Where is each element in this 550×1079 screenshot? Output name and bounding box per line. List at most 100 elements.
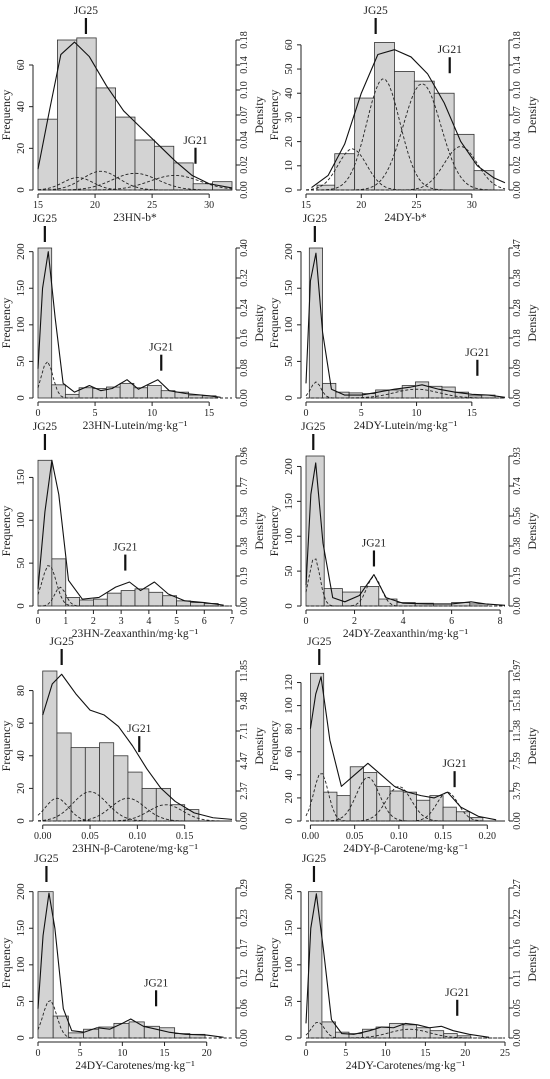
x-tick-label: 2 <box>91 616 96 627</box>
y2-tick-label: 7.59 <box>512 752 523 770</box>
mixture-component-curve <box>306 83 505 191</box>
histogram-panel-2: 0 10 20 30 40 50 60 Frequency 0.00 0.02 0.04 0.07 0.… <box>267 5 539 224</box>
y-tick-label: 100 <box>283 697 295 714</box>
histogram-bar <box>192 183 213 191</box>
mixture-component-curve <box>306 388 506 399</box>
y-tick-label: 50 <box>283 355 295 367</box>
histogram-bar <box>51 558 67 607</box>
x-tick-label: 5 <box>93 408 98 419</box>
y-tick-label: 100 <box>283 956 295 973</box>
x-tick-label: 6 <box>202 616 207 627</box>
histogram-bar <box>307 891 323 1039</box>
y-tick-label: 50 <box>283 63 295 75</box>
y-tick-label: 200 <box>283 458 295 475</box>
histogram-bar <box>64 393 80 399</box>
density-curve <box>305 462 506 606</box>
histogram-bar <box>83 1028 100 1039</box>
y2-tick-label: 0.47 <box>512 239 523 257</box>
x-axis-title: 24DY-b* <box>384 212 426 224</box>
y2-tick-label: 0.38 <box>512 269 523 287</box>
y2-tick-label: 0.07 <box>239 106 250 124</box>
histogram-bar <box>37 247 53 399</box>
y-tick-label: 50 <box>15 355 27 367</box>
histogram-bar <box>402 791 417 822</box>
x-tick-label: 7 <box>230 616 235 627</box>
y2-tick-label: 0.04 <box>512 131 523 149</box>
y-axis-title: Frequency <box>267 938 281 989</box>
y2-tick-label: 0.16 <box>239 329 250 347</box>
y2-tick-label: 0.38 <box>239 537 250 555</box>
y-tick-label: 60 <box>15 59 27 71</box>
y2-axis-title: Density <box>525 944 539 981</box>
histogram-bar <box>349 766 364 822</box>
histogram-panel-10: 050100150200Frequency0.000.050.110.160.2… <box>267 853 539 1072</box>
histogram-bar <box>334 153 356 191</box>
histogram-bar <box>106 592 122 607</box>
mixture-component-curve <box>38 804 233 822</box>
mixture-component-curve <box>37 586 232 607</box>
mixture-component-curve <box>37 360 232 399</box>
y2-tick-label: 0.10 <box>239 81 250 99</box>
y2-tick-label: 0.19 <box>239 567 250 585</box>
y2-tick-label: 0.29 <box>239 879 250 897</box>
y2-tick-label: 0.00 <box>239 597 250 615</box>
mixture-component-curve <box>38 174 233 191</box>
y-tick-label: 100 <box>15 956 27 973</box>
y-tick-label: 200 <box>283 883 295 900</box>
histogram-panel-8: 0 20 40 60 80 100 120 Frequency 0.00 3.79 7.59 11.3… <box>267 636 539 855</box>
x-tick-label: 0.20 <box>479 831 497 842</box>
x-tick-label: 2 <box>352 616 357 627</box>
y2-tick-label: 0.06 <box>239 999 250 1017</box>
mixture-component-curve <box>306 791 505 822</box>
y-tick-label: 20 <box>15 142 27 154</box>
x-tick-label: 5 <box>343 1048 348 1059</box>
histogram-bar <box>335 1031 350 1039</box>
y2-tick-label: 0.16 <box>512 939 523 957</box>
histogram-bar <box>76 37 97 191</box>
y2-tick-label: 0.00 <box>239 181 250 199</box>
y2-tick-label: 0.05 <box>512 999 523 1017</box>
y-tick-label: 0 <box>283 603 295 609</box>
mixture-component-curve <box>305 78 505 191</box>
y2-tick-label: 0.93 <box>512 447 523 465</box>
y2-axis-title: Density <box>252 512 266 549</box>
y-tick-label: 0 <box>15 818 27 824</box>
x-tick-label: 25 <box>147 200 157 211</box>
y-tick-label: 40 <box>283 769 295 781</box>
marker-label: JG25 <box>303 213 328 225</box>
histogram-panel-3: 050100150200Frequency0.000.080.160.240.3… <box>0 213 266 432</box>
y2-axis-title: Density <box>252 727 266 764</box>
x-axis-title: 24DY-Carotenes/mg·kg⁻¹ <box>346 1060 466 1072</box>
y-axis-title: Frequency <box>267 721 281 772</box>
histogram-bar <box>323 791 338 822</box>
histogram-bar <box>336 795 351 822</box>
y-tick-label: 0 <box>15 187 27 193</box>
histogram-bar <box>79 599 94 607</box>
histogram-bar <box>153 145 175 191</box>
mixture-component-curve <box>306 1028 505 1039</box>
histogram-bar <box>441 386 456 399</box>
histogram-bar <box>37 459 53 607</box>
histogram-bar <box>115 116 136 191</box>
mixture-component-curve <box>37 170 232 191</box>
y2-tick-label: 0.32 <box>239 269 250 287</box>
histogram-bar <box>402 1024 418 1039</box>
marker-label: JG21 <box>149 342 174 354</box>
x-tick-label: 0.10 <box>390 831 408 842</box>
marker-label: JG25 <box>34 853 59 865</box>
y2-tick-label: 0.56 <box>512 507 523 525</box>
x-tick-label: 25 <box>412 200 422 211</box>
x-tick-label: 0.05 <box>346 831 364 842</box>
x-tick-label: 20 <box>460 1048 470 1059</box>
marker-label: JG21 <box>465 347 490 359</box>
y-tick-label: 60 <box>15 717 27 729</box>
histogram-bar <box>308 247 323 399</box>
y-tick-label: 40 <box>15 750 27 762</box>
y2-axis-title: Density <box>525 96 539 133</box>
y2-tick-label: 0.38 <box>512 537 523 555</box>
y-tick-label: 30 <box>283 111 295 123</box>
marker-label: JG25 <box>307 636 332 648</box>
x-tick-label: 15 <box>204 408 214 419</box>
y-tick-label: 200 <box>15 243 27 260</box>
histogram-bar <box>93 598 108 607</box>
